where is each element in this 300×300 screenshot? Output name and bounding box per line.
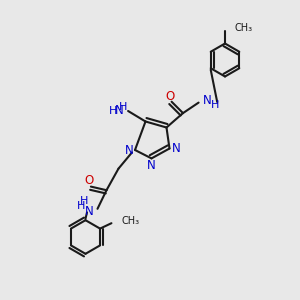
Text: N: N [202,94,211,107]
Text: N: N [172,142,181,155]
Text: O: O [85,173,94,187]
Text: CH₃: CH₃ [235,23,253,33]
Text: N: N [115,104,124,117]
Text: N: N [125,143,134,157]
Text: N: N [147,159,156,172]
Text: N: N [85,205,94,218]
Text: H: H [211,100,219,110]
Text: H: H [77,201,85,212]
Text: H: H [119,101,127,112]
Text: H: H [109,106,117,116]
Text: H: H [80,196,88,206]
Text: O: O [166,90,175,103]
Text: CH₃: CH₃ [121,216,140,226]
